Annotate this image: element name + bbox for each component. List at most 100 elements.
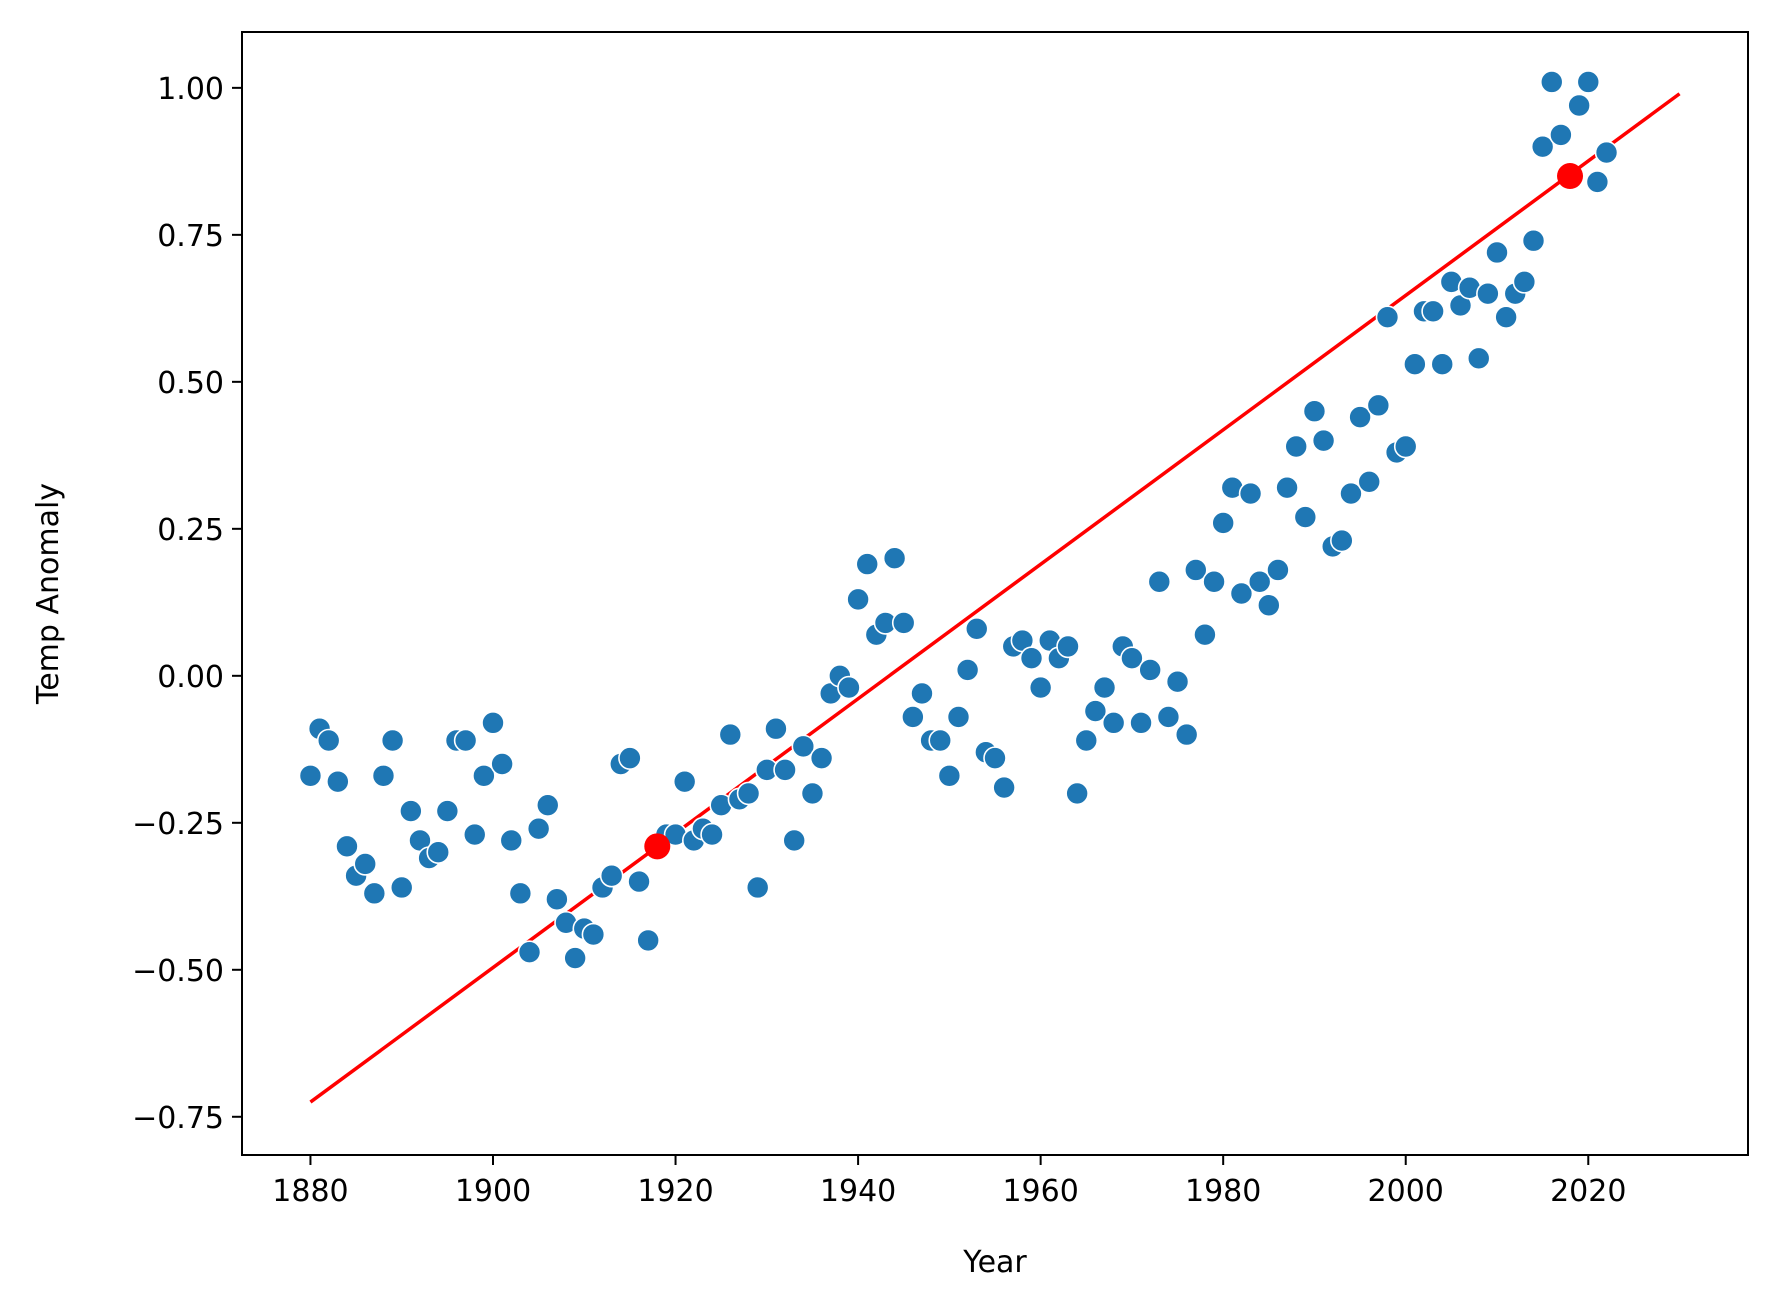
x-axis-title: Year [962, 1245, 1027, 1280]
scatter-point [1120, 646, 1144, 670]
scatter-point [1539, 70, 1564, 94]
scatter-point [791, 734, 816, 759]
y-tick-label: −0.75 [132, 1101, 224, 1136]
scatter-point [1393, 434, 1418, 459]
scatter-point [672, 769, 697, 794]
scatter-point [1485, 240, 1509, 265]
scatter-point [462, 822, 487, 847]
scatter-point [1339, 481, 1363, 506]
scatter-point [983, 746, 1007, 770]
scatter-point [928, 728, 953, 753]
fit-line-layer [309, 92, 1681, 1104]
scatter-point [1019, 646, 1044, 670]
y-axis: −0.75 −0.50 −0.25 0.00 0.25 0.50 0.75 1.00 [132, 72, 242, 1136]
y-axis-title: Temp Anomaly [31, 483, 66, 705]
scatter-point [891, 611, 916, 635]
scatter-point [955, 658, 980, 682]
x-tick-label: 1880 [272, 1174, 348, 1209]
scatter-point [809, 746, 834, 770]
scatter-point [426, 840, 451, 865]
scatter-point [1247, 569, 1272, 594]
scatter-point [882, 546, 907, 571]
scatter-point [937, 763, 962, 788]
scatter-point [1576, 70, 1601, 94]
y-tick-label: 0.25 [157, 513, 224, 548]
scatter-point [1165, 669, 1190, 694]
x-tick-label: 2000 [1368, 1174, 1444, 1209]
scatter-point [599, 863, 624, 888]
scatter-point [1101, 711, 1126, 735]
scatter-point [526, 816, 551, 841]
scatter-point [362, 881, 387, 906]
scatter-point [1138, 658, 1162, 682]
plot-area [298, 70, 1681, 1104]
scatter-point [1174, 722, 1199, 747]
scatter-point [736, 781, 761, 806]
scatter-point [782, 828, 807, 853]
scatter-point [964, 616, 989, 641]
y-tick-label: 0.50 [157, 366, 224, 401]
scatter-point [1229, 581, 1254, 606]
scatter-point [718, 722, 743, 747]
scatter-point [1193, 622, 1217, 647]
scatter-point [508, 881, 533, 906]
scatter-point [618, 746, 642, 770]
scatter-point [1202, 569, 1226, 594]
scatter-point [764, 716, 788, 741]
scatter-point [490, 752, 514, 776]
scatter-point [517, 940, 542, 964]
x-tick-label: 2020 [1550, 1174, 1626, 1209]
scatter-point [1512, 270, 1537, 294]
scatter-point [1348, 405, 1372, 429]
scatter-point [1129, 711, 1153, 735]
scatter-point [435, 799, 460, 823]
scatter-point [1476, 281, 1500, 306]
scatter-point [1284, 434, 1308, 459]
scatter-point [1567, 93, 1591, 118]
scatter-point [472, 763, 496, 788]
scatter-point [499, 828, 524, 853]
scatter-point [326, 769, 350, 794]
scatter-point [1530, 134, 1555, 159]
scatter-point [389, 875, 414, 900]
scatter-point [800, 781, 825, 806]
scatter-point [1056, 634, 1080, 659]
scatter-point [1585, 170, 1610, 194]
y-tick-label: 0.00 [157, 660, 224, 695]
scatter-point [992, 775, 1016, 800]
highlight-point [1557, 163, 1584, 190]
scatter-point [1594, 140, 1619, 165]
scatter-point [1266, 558, 1290, 582]
scatter-point [1083, 699, 1108, 723]
plot-frame [241, 31, 1749, 1156]
scatter-point [335, 834, 359, 859]
scatter-point [1330, 528, 1354, 553]
y-tick-label: −0.25 [132, 807, 224, 842]
scatter-point [700, 822, 724, 847]
scatter-point [1357, 469, 1382, 494]
scatter-point [1293, 505, 1318, 529]
scatter-point [298, 763, 323, 788]
scatter-point [1521, 228, 1546, 253]
scatter-point [1092, 675, 1117, 700]
scatter-point [1366, 393, 1391, 418]
scatter-point [636, 928, 660, 953]
scatter-point [745, 875, 770, 900]
fit-line [309, 92, 1681, 1104]
scatter-point [837, 675, 861, 700]
scatter-point [481, 711, 505, 735]
scatter-point [773, 758, 797, 782]
scatter-point [1421, 299, 1445, 324]
scatter-point [371, 763, 396, 788]
scatter-point [399, 799, 423, 823]
scatter-point [316, 728, 341, 753]
x-tick-label: 1980 [1185, 1174, 1261, 1209]
y-tick-label: −0.50 [132, 954, 224, 989]
scatter-point [1302, 399, 1327, 424]
scatter-point [855, 552, 880, 576]
scatter-point [1147, 569, 1172, 594]
scatter-point [563, 946, 587, 970]
highlight-points-layer [644, 163, 1584, 860]
scatter-point [1494, 305, 1518, 329]
